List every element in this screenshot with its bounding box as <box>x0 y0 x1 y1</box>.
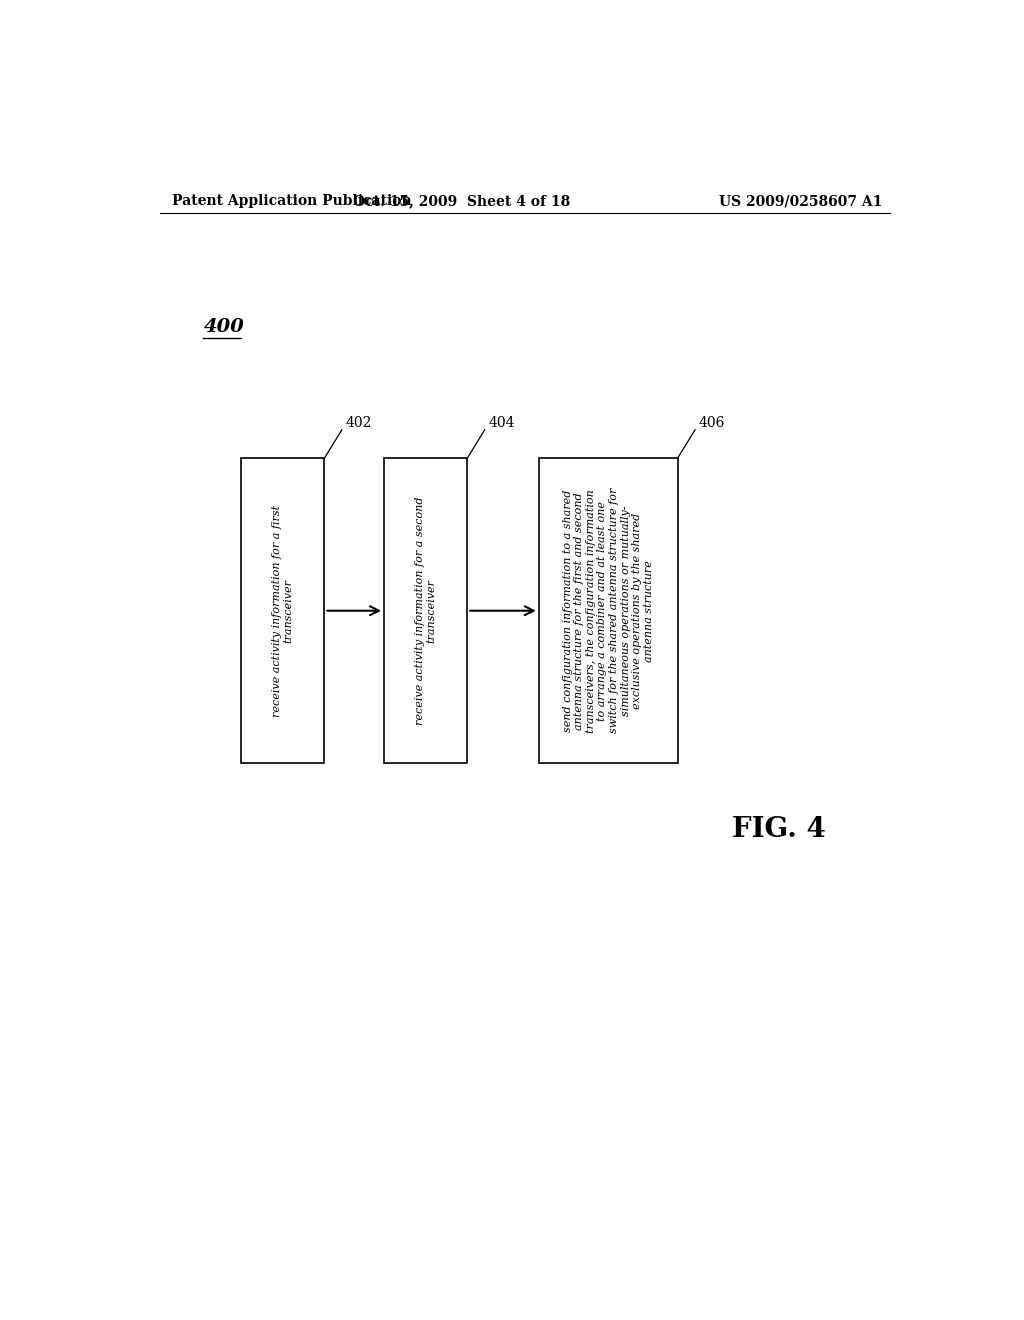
Text: 400: 400 <box>204 318 245 337</box>
Text: Oct. 15, 2009  Sheet 4 of 18: Oct. 15, 2009 Sheet 4 of 18 <box>352 194 570 209</box>
Text: 404: 404 <box>488 416 515 430</box>
Text: receive activity information for a first
transceiver: receive activity information for a first… <box>272 504 294 717</box>
Text: receive activity information for a second
transceiver: receive activity information for a secon… <box>415 496 436 725</box>
Bar <box>241 458 325 763</box>
Text: send configuration information to a shared
antenna structure for the first and s: send configuration information to a shar… <box>562 488 653 734</box>
Text: FIG. 4: FIG. 4 <box>732 816 825 842</box>
Text: 402: 402 <box>346 416 372 430</box>
Bar <box>384 458 467 763</box>
Text: US 2009/0258607 A1: US 2009/0258607 A1 <box>719 194 882 209</box>
Bar <box>539 458 678 763</box>
Text: Patent Application Publication: Patent Application Publication <box>172 194 412 209</box>
Text: 406: 406 <box>699 416 725 430</box>
